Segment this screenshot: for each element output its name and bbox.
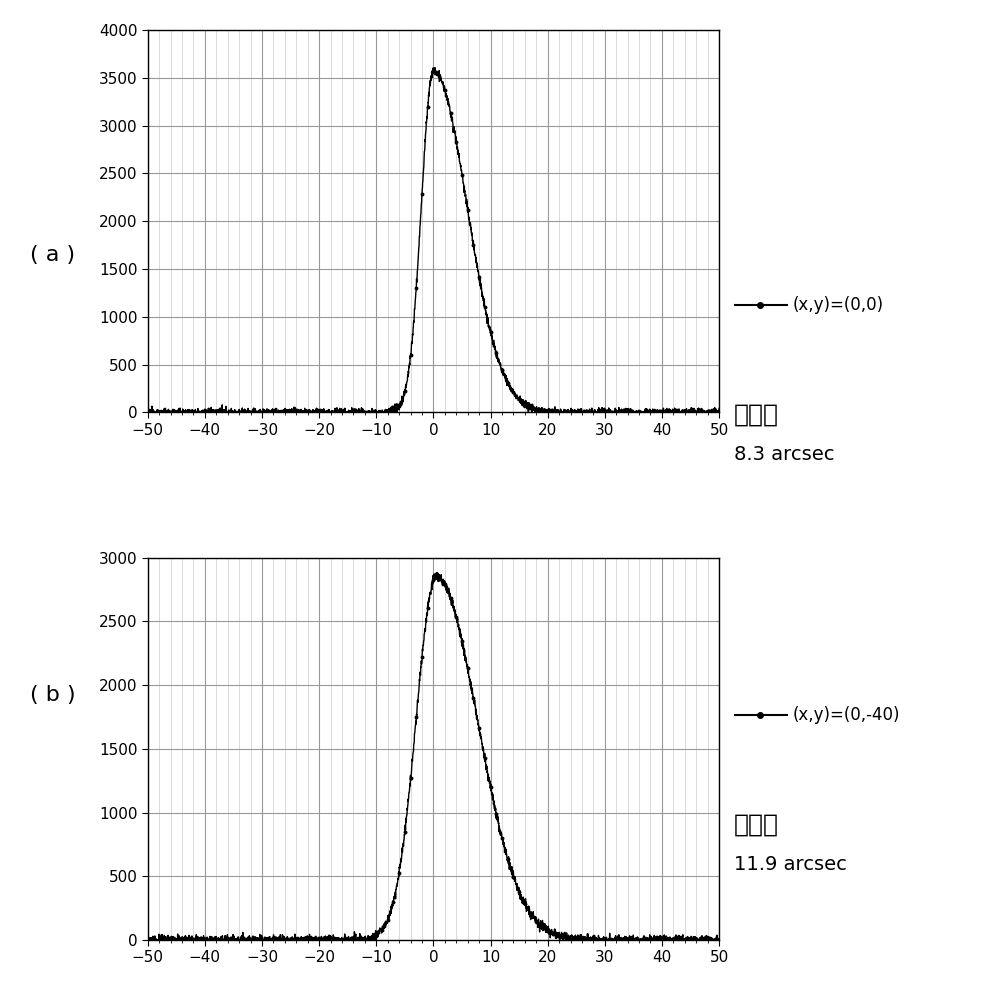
Text: (x,y)=(0,-40): (x,y)=(0,-40) bbox=[793, 706, 900, 724]
Text: 半値宽: 半値宽 bbox=[734, 403, 779, 427]
Text: ( b ): ( b ) bbox=[30, 685, 75, 705]
Text: 11.9 arcsec: 11.9 arcsec bbox=[734, 856, 847, 874]
Text: (x,y)=(0,0): (x,y)=(0,0) bbox=[793, 296, 885, 314]
Text: 半値宽: 半値宽 bbox=[734, 813, 779, 837]
Text: ( a ): ( a ) bbox=[30, 245, 75, 265]
Text: 8.3 arcsec: 8.3 arcsec bbox=[734, 446, 834, 464]
